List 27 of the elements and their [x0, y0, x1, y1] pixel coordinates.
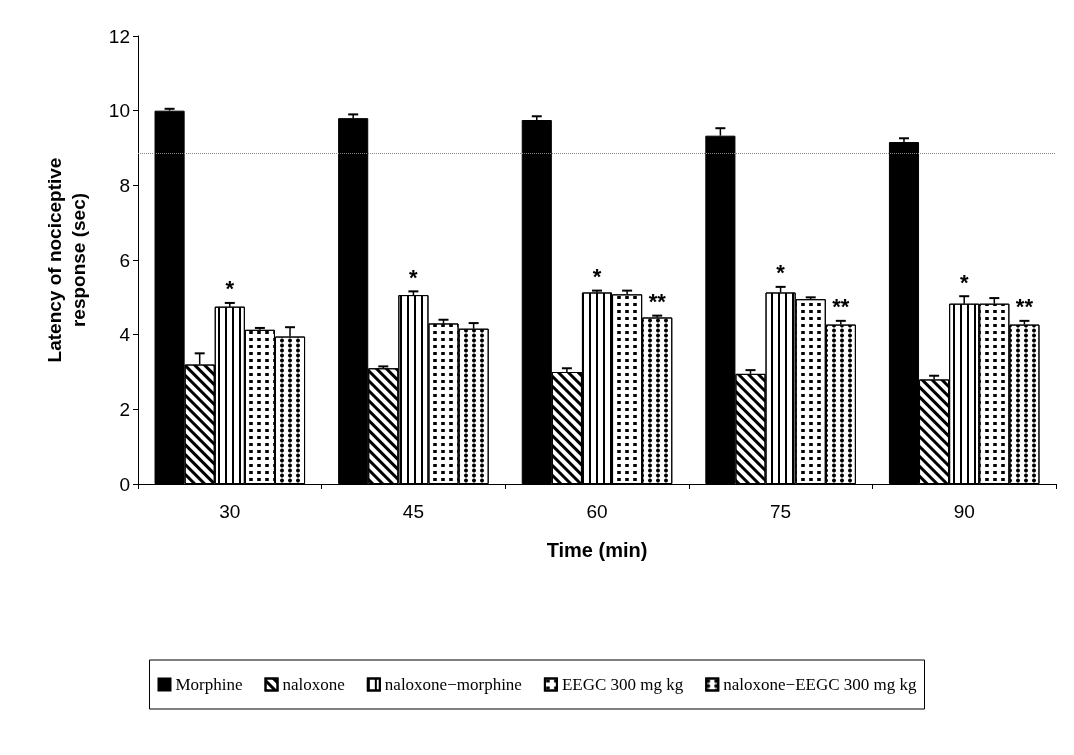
- y-tick-label: 12: [108, 25, 130, 47]
- data-label: *: [959, 269, 969, 295]
- x-tick-label: 30: [219, 501, 241, 522]
- legend-label: naloxone−morphine: [384, 675, 522, 694]
- x-tick-label: 60: [586, 501, 608, 522]
- y-tick-label: 6: [119, 249, 130, 271]
- legend-label: Morphine: [175, 675, 243, 694]
- data-label: *: [776, 260, 786, 286]
- legend-label: naloxone−EEGC 300 mg kg: [723, 675, 918, 694]
- data-label: *: [409, 264, 419, 290]
- y-axis-title: Latency of nociceptive response (sec): [43, 157, 89, 363]
- data-label: **: [832, 294, 850, 320]
- y-tick-label: 8: [119, 174, 130, 196]
- data-label: **: [1015, 294, 1034, 320]
- x-tick-label: 45: [402, 501, 424, 522]
- legend-label: naloxone: [282, 675, 345, 694]
- x-axis-title: Time (min): [546, 539, 648, 561]
- data-label: **: [648, 289, 667, 315]
- y-tick-label: 10: [108, 100, 130, 122]
- y-tick-label: 4: [119, 324, 131, 346]
- data-label: *: [592, 264, 602, 290]
- y-tick-label: 0: [119, 473, 130, 495]
- legend-label: EEGC 300 mg kg: [561, 675, 684, 694]
- x-tick-label: 75: [770, 501, 792, 522]
- data-label: *: [225, 276, 235, 302]
- x-tick-label: 90: [953, 501, 975, 522]
- y-tick-label: 2: [119, 398, 130, 420]
